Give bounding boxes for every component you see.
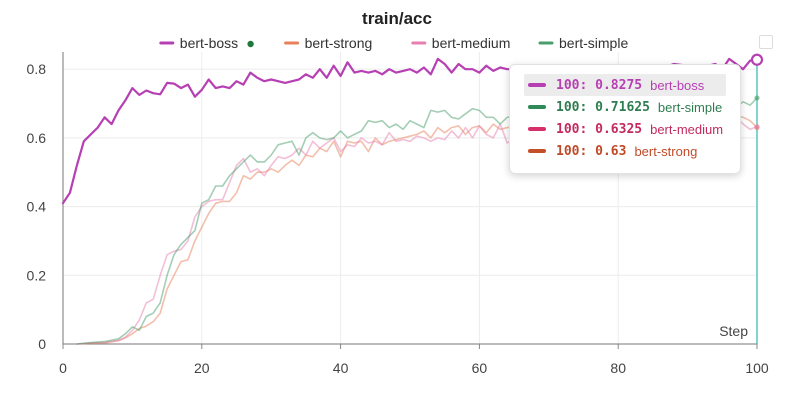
legend: bert-boss bert-strong bert-medium bert-simp… <box>159 35 628 51</box>
x-axis-label: Step <box>719 323 748 339</box>
x-tick-label: 0 <box>59 360 67 376</box>
legend-label: bert-simple <box>559 35 628 51</box>
legend-item-bert-strong[interactable]: bert-strong <box>284 35 373 51</box>
tooltip-value: 100: 0.71625 <box>556 99 650 115</box>
y-tick-label: 0.2 <box>27 267 47 283</box>
y-tick-label: 0.6 <box>27 130 47 146</box>
x-tick-label: 60 <box>472 360 488 376</box>
tooltip-rows: 100: 0.8275 bert-boss 100: 0.71625 bert-sim… <box>524 74 726 162</box>
legend-label: bert-boss <box>180 35 238 51</box>
tooltip-row-bert-medium: 100: 0.6325 bert-medium <box>524 118 726 140</box>
hover-tooltip: 100: 0.8275 bert-boss 100: 0.71625 bert-sim… <box>509 64 741 174</box>
hover-point-bert-simple <box>754 95 760 101</box>
y-tick-label: 0.4 <box>27 199 47 215</box>
tooltip-value: 100: 0.6325 <box>556 121 643 137</box>
x-tick-label: 100 <box>745 360 769 376</box>
tooltip-value: 100: 0.8275 <box>556 77 643 93</box>
x-tick-label: 80 <box>610 360 626 376</box>
legend-scroll-box[interactable] <box>759 35 773 49</box>
x-tick-label: 20 <box>194 360 210 376</box>
legend-item-bert-simple[interactable]: bert-simple <box>538 35 628 51</box>
hover-point-bert-medium <box>754 124 760 130</box>
tooltip-series-name: bert-strong <box>634 143 698 159</box>
tooltip-value: 100: 0.63 <box>556 143 627 159</box>
legend-label: bert-strong <box>305 35 373 51</box>
active-dot-icon <box>247 40 254 48</box>
tooltip-swatch <box>528 149 546 153</box>
tooltip-series-name: bert-boss <box>650 77 705 93</box>
y-tick-label: 0.8 <box>27 61 47 77</box>
legend-item-bert-medium[interactable]: bert-medium <box>411 35 511 51</box>
chart-title: train/acc <box>362 9 432 28</box>
tooltip-row-bert-boss: 100: 0.8275 bert-boss <box>524 74 726 96</box>
legend-item-bert-boss[interactable]: bert-boss <box>159 35 254 51</box>
cursor-layer <box>750 53 764 344</box>
x-tick-label: 40 <box>333 360 349 376</box>
legend-label: bert-medium <box>432 35 511 51</box>
tooltip-swatch <box>528 127 546 131</box>
tooltip-series-name: bert-simple <box>657 99 723 115</box>
tooltip-row-bert-strong: 100: 0.63 bert-strong <box>524 140 726 162</box>
tooltip-swatch <box>528 105 546 109</box>
tooltip-series-name: bert-medium <box>650 121 724 137</box>
y-tick-label: 0 <box>38 336 46 352</box>
tooltip-swatch <box>528 83 546 87</box>
axes: 0 0.2 0.4 0.6 0.8 0 20 40 60 80 100 <box>27 52 769 376</box>
tooltip-row-bert-simple: 100: 0.71625 bert-simple <box>524 96 726 118</box>
hover-point-bert-boss <box>750 53 764 66</box>
